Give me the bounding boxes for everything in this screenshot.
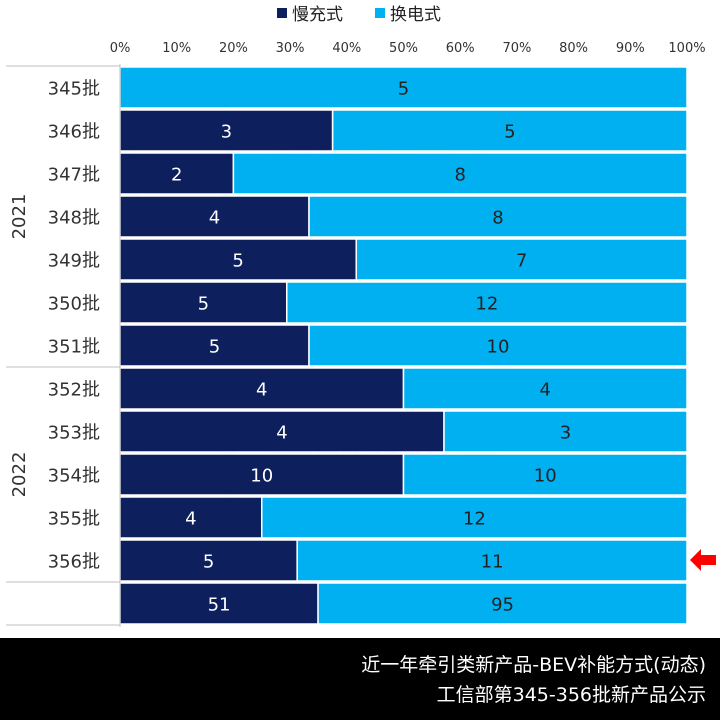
data-label: 12 — [463, 509, 486, 530]
bar-segment — [308, 324, 688, 367]
footer-subtitle: 工信部第345-356批新产品公示 — [436, 684, 706, 706]
bar-segment — [261, 496, 688, 539]
bar-segment — [402, 453, 688, 496]
data-label: 12 — [475, 294, 498, 315]
bar-segment — [286, 281, 688, 324]
bar-segment — [232, 152, 688, 195]
bar-segment — [119, 496, 263, 539]
x-tick-label: 70% — [502, 41, 531, 56]
bar-segment — [119, 66, 688, 109]
y-tick-label: 345批 — [48, 79, 100, 100]
footer: 近一年牵引类新产品-BEV补能方式(动态) 工信部第345-356批新产品公示 — [0, 638, 720, 720]
y-tick-label: 355批 — [48, 509, 100, 530]
x-tick-label: 100% — [668, 41, 705, 56]
data-label: 10 — [250, 466, 273, 487]
data-label: 10 — [534, 466, 557, 487]
x-tick-label: 10% — [162, 41, 191, 56]
bar-segment — [119, 324, 310, 367]
legend-label-1: 慢充式 — [292, 4, 343, 25]
data-label: 8 — [454, 165, 465, 186]
data-label: 4 — [276, 423, 287, 444]
x-tick-label: 40% — [332, 41, 361, 56]
legend-swatch-2 — [375, 8, 385, 18]
data-label: 5 — [198, 294, 209, 315]
data-label: 8 — [492, 208, 503, 229]
x-tick-label: 0% — [110, 41, 131, 56]
bar-segment — [308, 195, 688, 238]
bar-segment — [317, 582, 688, 625]
data-label: 5 — [209, 337, 220, 358]
bars: 5 3 5 2 8 4 8 5 7 5 12 5 10 4 4 4 3 10 10 4 12 5 11 51 95 — [119, 66, 688, 625]
data-label: 95 — [491, 595, 514, 616]
x-tick-label: 20% — [219, 41, 248, 56]
bar-segment — [296, 539, 688, 582]
bar-segment — [355, 238, 688, 281]
y-tick-label: 348批 — [48, 208, 100, 229]
bar-segment — [119, 453, 405, 496]
data-label: 3 — [560, 423, 571, 444]
x-tick-label: 60% — [446, 41, 475, 56]
data-label: 4 — [540, 380, 551, 401]
y-tick-label: 354批 — [48, 466, 100, 487]
x-tick-label: 80% — [559, 41, 588, 56]
y-tick-label: 356批 — [48, 552, 100, 573]
data-label: 3 — [221, 122, 232, 143]
group-label-1: 2021 — [9, 194, 30, 240]
data-label: 10 — [487, 337, 510, 358]
data-label: 2 — [171, 165, 182, 186]
y-tick-label: 350批 — [48, 294, 100, 315]
legend-swatch-1 — [277, 8, 287, 18]
legend-label-2: 换电式 — [390, 5, 441, 25]
data-label: 4 — [209, 208, 220, 229]
bar-segment — [443, 410, 688, 453]
y-tick-label: 349批 — [48, 251, 100, 272]
data-label: 5 — [203, 552, 214, 573]
data-label: 51 — [208, 595, 231, 616]
bar-segment — [331, 109, 688, 152]
legend: 慢充式 换电式 — [277, 4, 441, 25]
data-label: 5 — [504, 122, 515, 143]
x-tick-label: 30% — [276, 41, 305, 56]
data-label: 5 — [232, 251, 243, 272]
data-label: 4 — [256, 380, 267, 401]
bar-segment — [402, 367, 688, 410]
footer-title: 近一年牵引类新产品-BEV补能方式(动态) — [361, 654, 706, 676]
y-axis: 345批 346批 347批 348批 349批 350批 351批 352批 353批 354批… — [6, 64, 121, 627]
data-label: 5 — [398, 79, 409, 100]
x-tick-label: 50% — [389, 41, 418, 56]
group-label-2: 2022 — [9, 452, 30, 498]
data-label: 7 — [516, 251, 527, 272]
y-tick-label: 351批 — [48, 337, 100, 358]
bar-segment — [119, 238, 357, 281]
y-tick-label: 353批 — [48, 423, 100, 444]
bar-segment — [119, 281, 288, 324]
y-tick-label: 352批 — [48, 380, 100, 401]
x-axis: 0% 10% 20% 30% 40% 50% 60% 70% 80% 90% 100% — [110, 41, 706, 56]
data-label: 11 — [481, 552, 504, 573]
y-tick-label: 347批 — [48, 165, 100, 186]
data-label: 4 — [185, 509, 196, 530]
y-tick-label: 346批 — [48, 122, 100, 143]
highlight-arrow-icon — [690, 549, 716, 571]
x-tick-label: 90% — [616, 41, 645, 56]
